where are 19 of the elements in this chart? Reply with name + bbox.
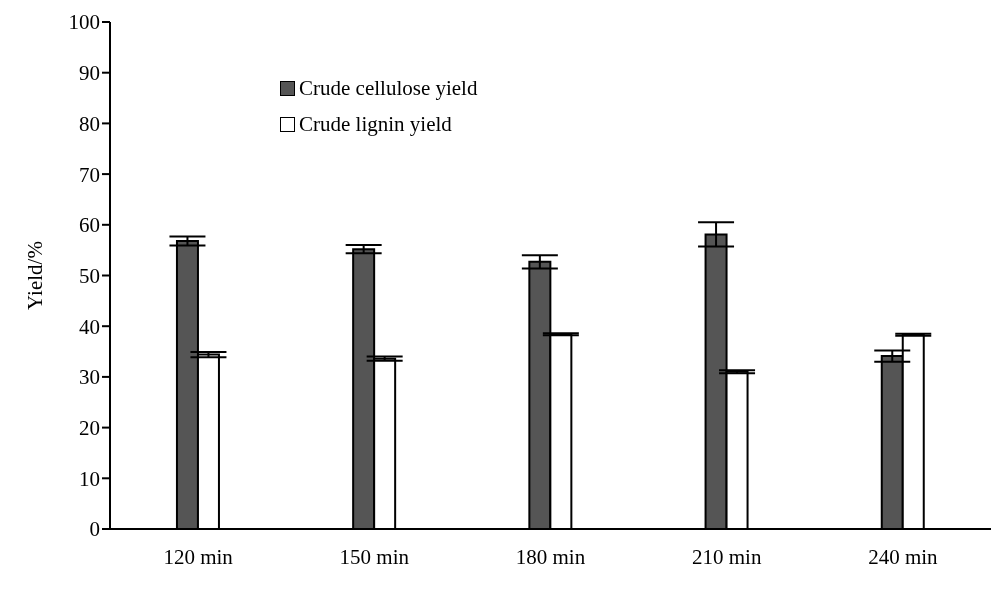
y-tick-label: 80 [79, 111, 100, 136]
legend-label: Crude cellulose yield [299, 75, 478, 102]
x-tick-label: 150 min [339, 544, 410, 569]
y-tick-label: 40 [79, 314, 100, 339]
y-tick-label: 100 [68, 10, 100, 35]
y-tick-label: 0 [89, 517, 100, 542]
legend-label: Crude lignin yield [299, 111, 452, 138]
y-tick-label: 90 [79, 61, 100, 86]
y-axis-title: Yield/% [23, 241, 48, 310]
y-tick-label: 50 [79, 263, 100, 288]
y-tick-label: 30 [79, 365, 100, 390]
x-tick-label: 120 min [163, 544, 234, 569]
x-tick-label: 240 min [868, 544, 939, 569]
y-tick-label: 60 [79, 213, 100, 238]
x-tick-label: 180 min [515, 544, 586, 569]
y-tick-label: 10 [79, 466, 100, 491]
x-tick-label: 210 min [691, 544, 762, 569]
y-tick-label: 70 [79, 162, 100, 187]
y-tick-label: 20 [79, 416, 100, 441]
